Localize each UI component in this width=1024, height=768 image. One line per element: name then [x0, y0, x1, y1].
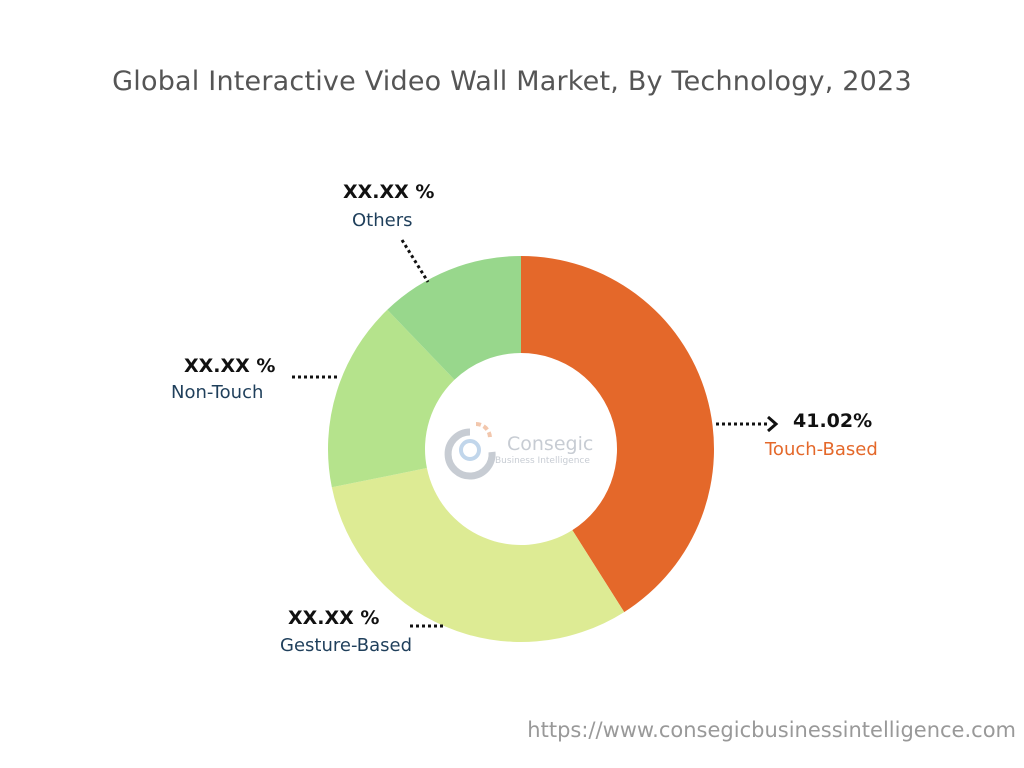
label-name-others: Others: [352, 210, 413, 231]
label-name-touch-based: Touch-Based: [764, 439, 878, 460]
label-value-non-touch: XX.XX %: [184, 355, 275, 377]
leader-others: [400, 239, 430, 283]
logo-arc: [444, 428, 496, 480]
label-value-others: XX.XX %: [343, 181, 434, 203]
label-name-non-touch: Non-Touch: [171, 382, 263, 403]
footer-url: https://www.consegicbusinessintelligence…: [527, 718, 1016, 742]
slice-gesture-based: [331, 468, 625, 643]
arrow-icon: [767, 415, 779, 433]
logo-watermark: Consegic Business Intelligence: [444, 422, 593, 480]
logo-tagline: Business Intelligence: [495, 456, 590, 466]
chart-title: Global Interactive Video Wall Market, By…: [112, 66, 912, 97]
label-value-touch-based: 41.02%: [793, 410, 872, 432]
slice-non-touch: [327, 309, 455, 488]
logo-brand: Consegic: [507, 433, 593, 455]
slice-others: [387, 256, 521, 380]
label-value-gesture-based: XX.XX %: [288, 607, 379, 629]
slice-touch-based: [521, 256, 715, 613]
label-name-gesture-based: Gesture-Based: [280, 635, 412, 656]
